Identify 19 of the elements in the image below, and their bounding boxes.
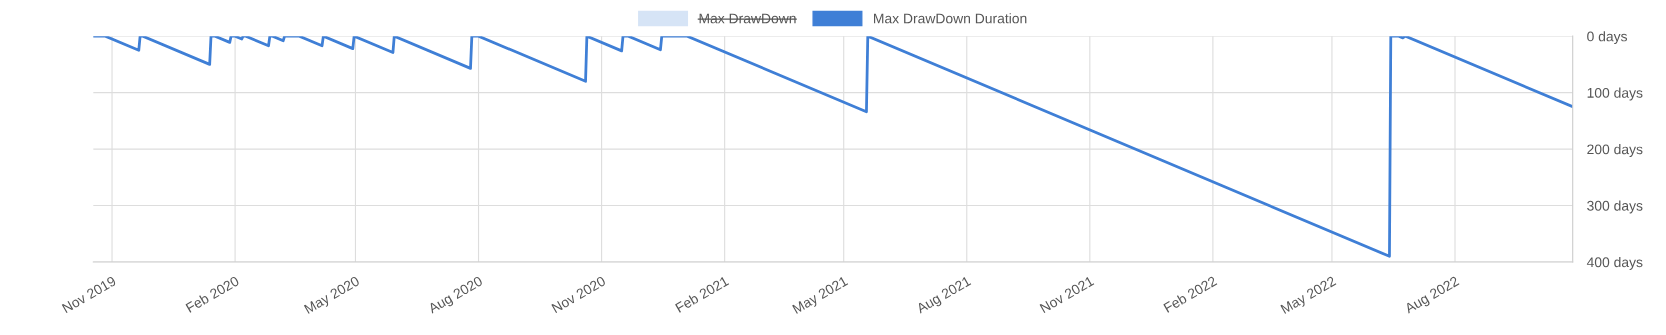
y-tick-label: 200 days (1587, 144, 1643, 157)
x-tick-label: Feb 2022 (1163, 275, 1218, 313)
line-series (93, 36, 1573, 258)
x-tick-label: Nov 2019 (61, 275, 117, 314)
y-tick-label: 400 days (1586, 256, 1643, 270)
x-tick-label: Nov 2020 (551, 275, 607, 314)
x-tick-label: Feb 2020 (185, 275, 240, 313)
legend-label: Max DrawDown Duration (874, 13, 1027, 24)
y-tick-label: 0 days (1587, 31, 1628, 45)
x-tick-label: Aug 2022 (1403, 275, 1461, 317)
x-tick-label: Nov 2021 (1039, 275, 1095, 314)
x-tick-label: Feb 2021 (674, 275, 730, 313)
x-tick-label: Aug 2020 (427, 275, 485, 317)
x-tick-label: May 2021 (792, 275, 850, 317)
y-tick-label: 100 days (1587, 87, 1643, 101)
x-tick-label: May 2022 (1280, 275, 1338, 317)
y-tick-label: 300 days (1587, 200, 1643, 214)
x-tick-label: May 2020 (303, 275, 362, 317)
x-tick-label: Aug 2021 (915, 275, 973, 317)
